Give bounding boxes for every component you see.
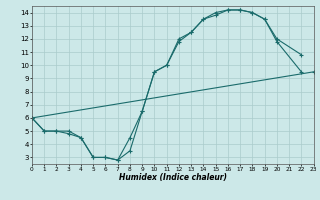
X-axis label: Humidex (Indice chaleur): Humidex (Indice chaleur) — [119, 173, 227, 182]
